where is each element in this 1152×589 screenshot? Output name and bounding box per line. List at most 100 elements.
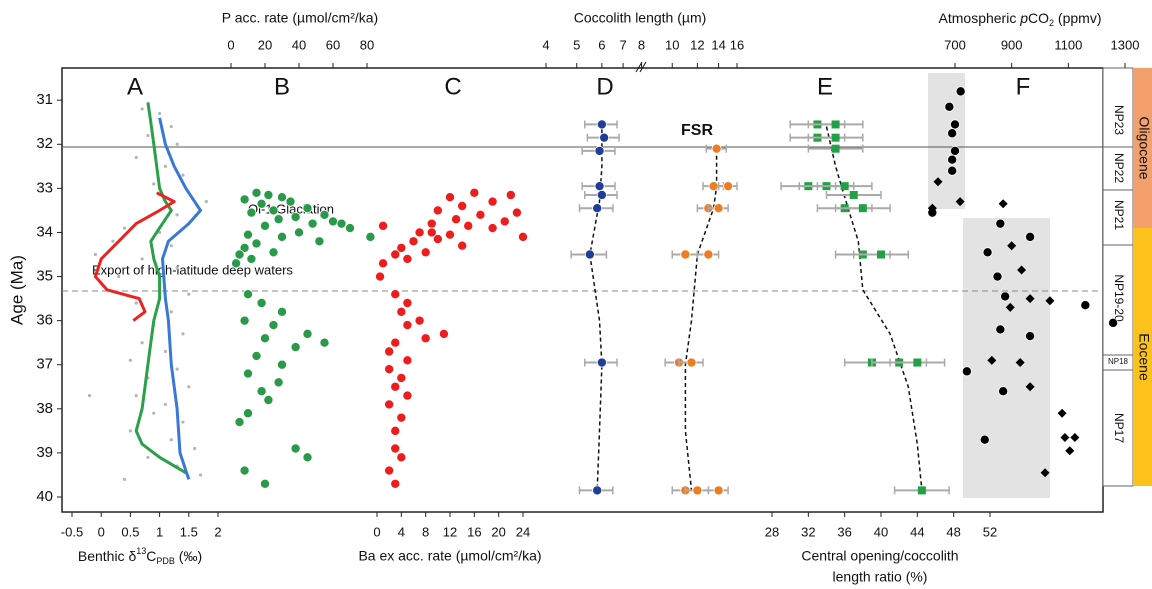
point — [122, 226, 127, 230]
point — [1015, 358, 1025, 368]
point — [1005, 302, 1015, 312]
curve — [134, 102, 187, 475]
title-part: Benthic δ — [78, 548, 137, 564]
point — [259, 478, 270, 489]
point — [390, 425, 401, 436]
point — [93, 252, 97, 257]
x-tick-label: 80 — [360, 37, 374, 52]
point — [239, 194, 250, 205]
point — [475, 209, 486, 220]
point — [396, 306, 407, 317]
point — [927, 203, 937, 213]
point — [420, 333, 431, 344]
point — [319, 209, 330, 220]
point — [1000, 291, 1011, 302]
point — [242, 368, 253, 379]
x-tick-label: 0 — [98, 524, 105, 539]
point — [276, 192, 287, 203]
point — [378, 220, 389, 231]
point — [256, 386, 267, 397]
point — [402, 390, 413, 401]
x-tick-label: 1.5 — [180, 524, 198, 539]
x-tick-label: 20 — [258, 37, 272, 52]
zone-column — [1102, 67, 1134, 487]
point — [1060, 432, 1070, 442]
point — [432, 205, 443, 216]
zone-label: NP17 — [1112, 413, 1126, 443]
title-part: (ppmv) — [1054, 10, 1101, 26]
point — [268, 205, 279, 216]
x-axis-title: Central opening/coccolith — [801, 548, 958, 564]
point — [1108, 317, 1119, 328]
x-tick-label: 52 — [983, 524, 997, 539]
y-tick-label: 40 — [36, 488, 53, 505]
point — [293, 227, 304, 238]
zone-label: NP19-20 — [1112, 274, 1126, 322]
title-part: 13 — [136, 546, 146, 556]
x-tick-label: 44 — [910, 524, 924, 539]
x-tick-label: 20 — [491, 524, 505, 539]
point — [511, 207, 522, 218]
x-tick-label: 0.5 — [121, 524, 139, 539]
panel-letter: D — [596, 73, 613, 100]
point — [111, 239, 115, 243]
curve — [825, 126, 923, 491]
x-tick-label: 5 — [573, 37, 580, 52]
point — [251, 187, 262, 198]
point — [711, 143, 722, 154]
point — [314, 236, 325, 247]
x-tick-label: 40 — [292, 37, 306, 52]
point — [87, 393, 92, 398]
title-part: C — [146, 548, 156, 564]
point — [256, 198, 267, 209]
point — [302, 452, 313, 463]
point — [686, 357, 697, 368]
axis-break — [639, 61, 647, 73]
point — [181, 332, 185, 336]
point — [231, 258, 242, 269]
point — [1065, 446, 1075, 456]
panel-letter: F — [1016, 73, 1031, 100]
point — [723, 181, 734, 192]
x-tick-label: 2 — [214, 524, 221, 539]
curve — [158, 117, 202, 480]
x-tick-label: 1 — [156, 524, 163, 539]
point — [152, 411, 156, 415]
point — [169, 125, 173, 129]
point — [163, 164, 168, 168]
point — [499, 216, 510, 227]
point — [128, 358, 132, 362]
y-tick-label: 35 — [36, 268, 53, 285]
point — [256, 298, 267, 309]
point — [384, 346, 395, 357]
point — [444, 229, 455, 240]
x-axis-title: Ba ex acc. rate (µmol/cm²/ka) — [358, 548, 541, 564]
point — [408, 236, 419, 247]
title-part: 2 — [1049, 18, 1054, 28]
y-tick-label: 31 — [36, 91, 53, 108]
x-tick-label: 900 — [1001, 37, 1023, 52]
zone-label: NP18 — [1108, 357, 1129, 366]
point — [140, 107, 144, 111]
zone-label: NP22 — [1112, 153, 1126, 183]
point — [181, 173, 185, 177]
point — [290, 342, 301, 353]
point — [592, 203, 603, 214]
x-tick-label: 12 — [443, 524, 457, 539]
x-tick-label: 7 — [619, 37, 626, 52]
x-tick-label: 36 — [837, 524, 851, 539]
x-axis-title: Atmospheric pCO2 (ppmv) — [939, 10, 1102, 29]
point — [426, 227, 437, 238]
x-tick-label: 8 — [422, 524, 429, 539]
point — [390, 289, 401, 300]
y-tick-label: 37 — [36, 356, 53, 373]
title-part: (‰) — [175, 548, 202, 564]
point — [146, 455, 150, 459]
point — [1070, 432, 1080, 442]
point — [140, 341, 144, 345]
point — [146, 133, 150, 138]
point — [336, 218, 347, 229]
point — [708, 181, 719, 192]
point — [198, 473, 203, 477]
point — [944, 101, 955, 112]
